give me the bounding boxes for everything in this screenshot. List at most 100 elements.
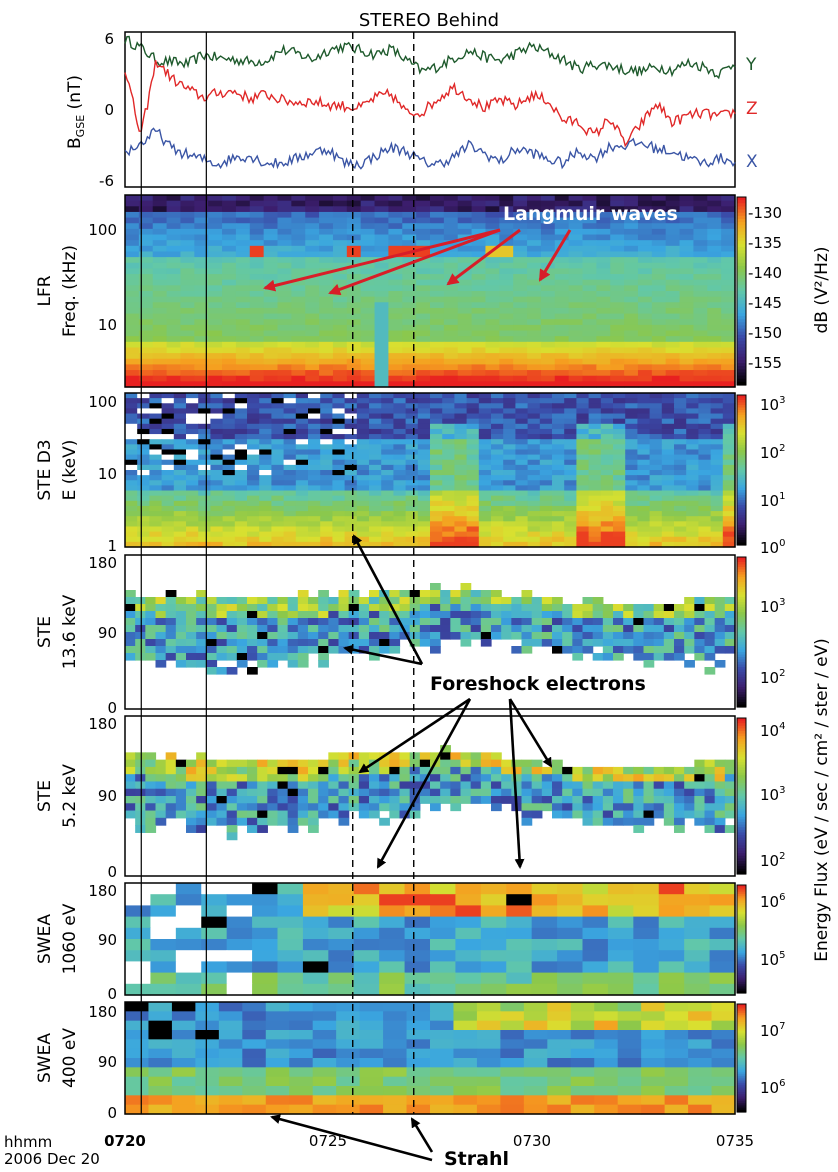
hm-sted3-cell xyxy=(564,475,577,481)
hm-sted3-cell xyxy=(198,398,211,404)
hm-lfr-cell xyxy=(554,211,570,219)
hm-sted3-cell xyxy=(674,464,687,471)
hm-sted3-cell xyxy=(234,434,248,440)
hm-ste136-cell xyxy=(419,604,431,612)
hm-sted3-cell xyxy=(588,428,602,435)
hm-sted3-cell xyxy=(539,464,553,471)
hm-lfr-cell xyxy=(624,291,639,298)
cb-sted3-step xyxy=(737,522,746,526)
cb-lfr-step xyxy=(737,240,746,245)
hm-lfr-cell xyxy=(388,257,403,264)
hm-ste136-cell xyxy=(216,646,228,654)
hm-ste136-cell xyxy=(267,625,279,633)
hm-lfr-cell xyxy=(360,341,376,349)
hm-lfr-cell xyxy=(291,353,306,360)
hm-swea1060-cell xyxy=(480,972,507,985)
hm-lfr-cell xyxy=(277,336,292,343)
hm-swea400-cell xyxy=(476,1048,501,1059)
hm-lfr-cell xyxy=(235,206,251,213)
hm-swea1060-cell xyxy=(353,916,380,929)
hm-lfr-cell xyxy=(332,307,348,315)
hm-ste52-cell xyxy=(521,766,533,775)
hm-swea400-cell xyxy=(148,1095,173,1106)
hm-ste136-cell xyxy=(470,604,482,612)
hm-ste136-cell xyxy=(704,639,716,647)
hm-sted3-cell xyxy=(686,423,699,430)
cb-lfr-step xyxy=(737,259,746,264)
hm-lfr-cell xyxy=(443,375,459,382)
hm-ste52-cell xyxy=(592,766,604,775)
hm-ste136-cell xyxy=(379,618,390,626)
hm-sted3-cell xyxy=(259,541,272,548)
hm-sted3-cell xyxy=(491,393,504,399)
hm-sted3-cell xyxy=(161,470,175,476)
hm-ste136-cell xyxy=(613,611,624,619)
hm-sted3-cell xyxy=(564,444,577,451)
cb-swea1060-step xyxy=(737,908,746,911)
hm-swea400-cell xyxy=(664,1104,689,1115)
hm-sted3-cell xyxy=(149,531,163,538)
hm-sted3-cell xyxy=(466,413,480,420)
hm-sted3-cell xyxy=(369,475,382,481)
hm-sted3-cell xyxy=(393,505,407,512)
hm-ste52-cell xyxy=(592,774,604,783)
hm-sted3-cell xyxy=(710,428,724,435)
hm-ste52-cell xyxy=(379,788,390,797)
hm-sted3-cell xyxy=(405,444,419,451)
hm-sted3-cell xyxy=(259,439,272,445)
hm-ste52-cell xyxy=(480,774,492,783)
hm-lfr-cell xyxy=(374,262,390,270)
hm-lfr-cell xyxy=(346,206,362,213)
hm-ste136-cell xyxy=(653,625,665,633)
hm-lfr-cell xyxy=(388,302,403,309)
hm-sted3-cell xyxy=(478,459,492,466)
hm-sted3-cell xyxy=(356,480,370,486)
hm-lfr-cell xyxy=(624,228,639,236)
hm-ste52-cell xyxy=(531,788,543,797)
hm-swea400-cell xyxy=(265,1039,290,1050)
cb-lfr-step xyxy=(737,338,746,342)
hm-sted3-cell xyxy=(173,500,187,507)
hm-sted3-cell xyxy=(674,495,687,502)
hm-swea1060-cell xyxy=(252,972,279,985)
hm-lfr-cell xyxy=(665,251,681,258)
hm-lfr-cell xyxy=(443,200,459,207)
hm-sted3-cell xyxy=(625,511,638,517)
hm-swea400-cell xyxy=(359,1011,384,1022)
hm-ste136-cell xyxy=(572,646,584,654)
hm-ste136-cell xyxy=(135,604,146,612)
hm-swea400-cell xyxy=(664,1067,689,1078)
hm-sted3-cell xyxy=(247,459,260,466)
hm-sted3-cell xyxy=(637,454,651,461)
hm-lfr-cell xyxy=(471,195,487,202)
cb-lfr-step xyxy=(737,381,746,386)
hm-sted3-cell xyxy=(600,536,614,543)
hm-lfr-cell xyxy=(360,313,376,320)
hm-lfr-cell xyxy=(152,217,168,224)
hm-sted3-cell xyxy=(613,536,626,543)
hm-lfr-cell xyxy=(582,274,597,281)
hm-sted3-cell xyxy=(527,470,541,476)
hm-sted3-cell xyxy=(259,444,272,451)
hm-ste52-cell xyxy=(135,781,146,790)
hm-sted3-cell xyxy=(295,464,309,471)
hm-swea1060-cell xyxy=(709,927,736,940)
hm-swea1060-cell xyxy=(226,894,253,906)
hm-sted3-cell xyxy=(161,500,175,507)
hm-ste52-cell xyxy=(186,781,197,790)
hm-sted3-cell xyxy=(722,454,736,461)
hm-sted3-cell xyxy=(710,423,724,430)
hm-lfr-cell xyxy=(457,353,473,360)
hm-sted3-cell xyxy=(344,398,358,404)
hm-sted3-cell xyxy=(637,470,651,476)
hm-ste136-cell xyxy=(409,639,421,647)
hm-lfr-cell xyxy=(513,268,528,275)
hm-swea1060-cell xyxy=(684,950,711,962)
hm-ste52-cell xyxy=(236,774,248,783)
hm-ste136-cell xyxy=(531,639,543,647)
hm-sted3-cell xyxy=(161,408,175,415)
hm-sted3-cell xyxy=(710,403,724,409)
cb-swea1060-step xyxy=(737,978,746,981)
cb-lfr-step xyxy=(737,228,746,233)
hm-ste52-cell xyxy=(348,781,360,790)
